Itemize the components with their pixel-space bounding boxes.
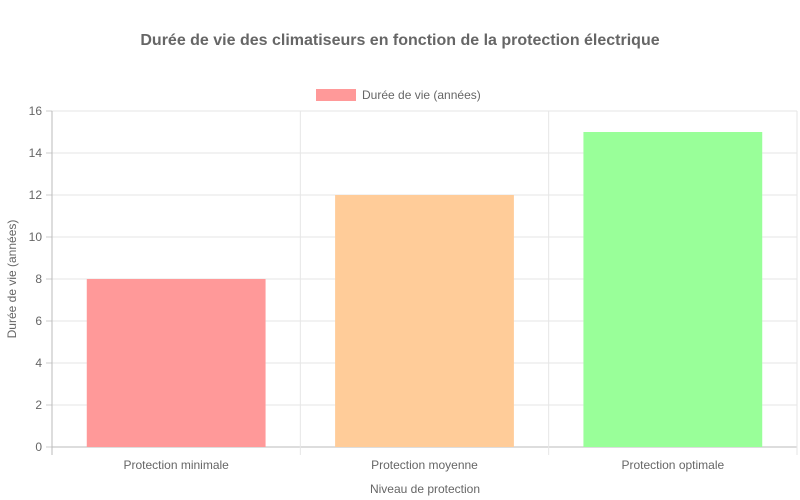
bar [86,279,266,447]
y-tick-label: 12 [29,188,43,202]
y-tick-label: 6 [35,314,42,328]
legend-label: Durée de vie (années) [362,88,481,102]
bar [335,195,514,447]
y-tick-label: 8 [35,272,42,286]
legend: Durée de vie (années) [316,88,481,102]
y-axis-title: Durée de vie (années) [5,220,19,339]
x-tick-label: Protection optimale [621,458,724,472]
x-tick-label: Protection moyenne [371,458,478,472]
x-tick-label: Protection minimale [123,458,229,472]
x-axis-title: Niveau de protection [370,482,480,496]
legend-swatch [316,89,356,101]
bars [86,132,763,447]
y-tick-label: 4 [35,356,42,370]
x-axis-ticks: Protection minimale Protection moyenne Pro… [123,458,724,472]
chart-title: Durée de vie des climatiseurs en fonctio… [140,32,659,49]
y-tick-label: 0 [35,440,42,454]
y-tick-label: 16 [29,104,43,118]
y-tick-label: 2 [35,398,42,412]
bar [583,132,763,447]
y-tick-label: 14 [29,146,43,160]
y-axis-ticks: 0 2 4 6 8 10 12 14 16 [29,104,43,454]
y-tick-label: 10 [29,230,43,244]
